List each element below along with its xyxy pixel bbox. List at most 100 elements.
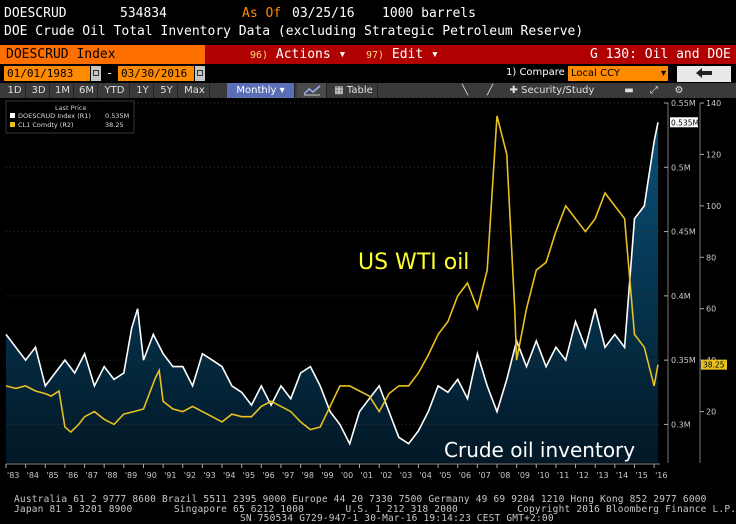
edit-button[interactable]: 97) Edit ▾ — [366, 45, 439, 64]
x-tick-label: '02 — [380, 471, 392, 480]
footer-line-2: Japan 81 3 3201 8900 Singapore 65 6212 1… — [14, 504, 736, 515]
start-date-field[interactable]: 01/01/1983 — [4, 66, 90, 81]
as-of-date: 03/25/16 — [292, 6, 355, 21]
security-header: DOESCRUD 534834 As Of 03/25/16 1000 barr… — [0, 6, 736, 24]
r2-last-value: 38.25 — [703, 361, 725, 370]
x-tick-label: '96 — [262, 471, 274, 480]
actions-num: 96) — [250, 50, 269, 61]
date-separator: - — [106, 66, 114, 80]
back-arrow-icon[interactable] — [677, 66, 731, 82]
legend-swatch — [10, 113, 15, 118]
x-tick-label: '15 — [635, 471, 647, 480]
chart-area[interactable]: '83 '84 '85 '86 '87 '88 '89 '90 '91 '92 '93 '94 '95 '… — [0, 99, 736, 499]
x-tick-label: '08 — [498, 471, 510, 480]
period-button-ytd[interactable]: YTD — [100, 83, 130, 98]
r2-tick-label: 120 — [706, 150, 721, 159]
dropdown-arrow-icon: ▾ — [338, 47, 347, 62]
end-date-field[interactable]: 03/30/2016 — [118, 66, 194, 81]
x-tick-label: '84 — [27, 471, 39, 480]
line-chart-icon[interactable] — [297, 83, 327, 98]
r1-tick-label: 0.45M — [671, 228, 696, 237]
frequency-select[interactable]: Monthly ▾ — [227, 83, 295, 98]
r2-tick-label: 100 — [706, 202, 721, 211]
calendar-icon[interactable] — [195, 66, 205, 81]
x-tick-label: '04 — [419, 471, 431, 480]
zoom-icon[interactable]: ⤢ — [650, 85, 658, 96]
x-tick-label: '87 — [86, 471, 98, 480]
x-tick-label: '98 — [302, 471, 314, 480]
edit-num: 97) — [366, 50, 385, 61]
plus-icon: ✚ — [509, 85, 518, 96]
table-label: Table — [346, 85, 373, 96]
x-tick-label: '16 — [655, 471, 667, 480]
x-tick-label: '13 — [596, 471, 608, 480]
x-tick-label: '91 — [164, 471, 176, 480]
x-tick-label: '95 — [243, 471, 255, 480]
minimize-icon[interactable]: ▬ — [624, 85, 634, 96]
period-button-6m[interactable]: 6M — [76, 83, 98, 98]
dropdown-arrow-icon: ▾ — [279, 85, 285, 96]
right-axis-panel — [660, 99, 736, 499]
r2-tick-label: 20 — [706, 408, 716, 417]
last-value: 534834 — [120, 6, 167, 21]
x-tick-label: '85 — [46, 471, 58, 480]
r1-tick-label: 0.35M — [671, 356, 696, 365]
period-button-1d[interactable]: 1D — [4, 83, 26, 98]
table-button[interactable]: ▦ Table — [330, 83, 378, 98]
x-tick-label: '89 — [125, 471, 137, 480]
legend-item-value: 0.535M — [105, 112, 129, 120]
annotation-inventory: Crude oil inventory — [444, 438, 635, 462]
period-button-1y[interactable]: 1Y — [132, 83, 154, 98]
x-tick-label: '86 — [66, 471, 78, 480]
period-button-max[interactable]: Max — [180, 83, 210, 98]
legend-item-value: 38.25 — [105, 121, 124, 129]
x-tick-label: '83 — [7, 471, 19, 480]
x-tick-label: '88 — [105, 471, 117, 480]
frequency-label: Monthly — [236, 85, 277, 96]
wti-series-line — [5, 115, 659, 434]
chart-toolbar: 1D 3D 1M 6M YTD 1Y 5Y Max Monthly ▾ ▦ Table ╲ ╱… — [0, 83, 736, 98]
expand-icon[interactable]: ╱ — [486, 85, 494, 96]
calendar-icon[interactable] — [91, 66, 101, 81]
x-tick-label: '05 — [439, 471, 451, 480]
period-button-3d[interactable]: 3D — [28, 83, 50, 98]
collapse-icon[interactable]: ╲ — [461, 85, 469, 96]
r1-last-value-box — [670, 117, 698, 128]
annotation-wti: US WTI oil — [358, 250, 469, 275]
x-tick-label: '99 — [321, 471, 333, 480]
actions-button[interactable]: 96) Actions ▾ — [250, 45, 346, 64]
table-grid-icon: ▦ — [334, 85, 344, 96]
x-tick-label: '01 — [361, 471, 373, 480]
r2-tick-label: 80 — [706, 253, 716, 262]
security-study-button[interactable]: ✚ Security/Study — [502, 83, 602, 98]
settings-gear-icon[interactable]: ⚙ — [674, 85, 684, 96]
r2-tick-label: 60 — [706, 305, 716, 314]
x-tick-label: '09 — [518, 471, 530, 480]
date-range-row: 01/01/1983 - 03/30/2016 1) Compare Local… — [0, 66, 736, 82]
description-row: DOE Crude Oil Total Inventory Data (excl… — [0, 24, 736, 42]
graph-title: G 130: Oil and DOE — [590, 47, 731, 62]
x-tick-label: '06 — [459, 471, 471, 480]
unit-label: 1000 barrels — [382, 6, 476, 21]
legend-swatch — [10, 122, 15, 127]
compare-label: 1) Compare — [506, 67, 565, 78]
legend-item-name: DOESCRUD Index (R1) — [18, 112, 91, 120]
x-tick-label: '00 — [341, 471, 353, 480]
x-tick-label: '97 — [282, 471, 294, 480]
period-button-5y[interactable]: 5Y — [156, 83, 178, 98]
r1-last-value: 0.535M — [671, 118, 699, 127]
actions-label: Actions — [275, 47, 331, 62]
x-tick-label: '11 — [557, 471, 569, 480]
r1-tick-label: 0.4M — [671, 292, 691, 301]
x-tick-label: '90 — [144, 471, 156, 480]
r1-tick-label: 0.5M — [671, 163, 691, 172]
r1-tick-label: 0.55M — [671, 99, 696, 108]
x-tick-label: '07 — [478, 471, 490, 480]
legend-heading: Last Price — [55, 104, 86, 112]
period-button-1m[interactable]: 1M — [52, 83, 74, 98]
line-chart[interactable]: '83 '84 '85 '86 '87 '88 '89 '90 '91 '92 '93 '94 '95 '… — [0, 99, 736, 499]
r1-tick-label: 0.3M — [671, 420, 691, 429]
footer-line-1: Australia 61 2 9777 8600 Brazil 5511 239… — [14, 494, 707, 505]
security-field[interactable]: DOESCRUD Index — [0, 45, 205, 64]
currency-select[interactable]: Local CCY — [568, 66, 668, 81]
